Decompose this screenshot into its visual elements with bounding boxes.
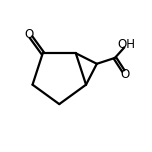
Text: O: O (121, 68, 130, 81)
Text: OH: OH (118, 38, 136, 51)
Text: O: O (24, 28, 34, 41)
